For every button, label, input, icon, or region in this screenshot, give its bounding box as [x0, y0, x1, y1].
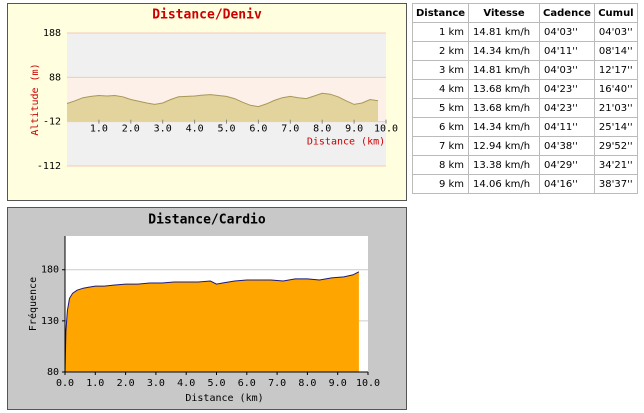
x-tick-label: 4.0	[177, 378, 195, 389]
line	[64, 271, 360, 373]
table-cell: 04'29''	[539, 155, 595, 175]
split-table: Distance Vitesse Cadence Cumul 1 km 14.81 km/…	[411, 3, 638, 194]
table-cell: 04'16''	[539, 174, 595, 194]
y-tick-label: -12	[43, 117, 61, 128]
x-tick-label: 1.0	[90, 124, 108, 135]
table-cell: 2 km	[411, 41, 470, 61]
table-cell: Vitesse	[468, 3, 541, 23]
table-cell: 14.06 km/h	[468, 174, 541, 194]
x-tick-label: 10.0	[356, 378, 380, 389]
y-tick-label: 180	[41, 265, 59, 276]
y-tick-label: 88	[49, 72, 61, 83]
area	[67, 93, 378, 122]
table-cell: 8 km	[411, 155, 470, 175]
table-row: 4 km 13.68 km/h 04'23'' 16'40''	[411, 79, 638, 99]
table-cell: 14.34 km/h	[468, 117, 541, 137]
x-tick-label: 6.0	[238, 378, 256, 389]
table-cell: 38'37''	[593, 174, 638, 194]
x-tick-label: 1.0	[86, 378, 104, 389]
x-tick-label: 2.0	[117, 378, 135, 389]
table-cell: 04'11''	[539, 41, 595, 61]
table-cell: 34'21''	[593, 155, 638, 175]
table-cell: 7 km	[411, 136, 470, 156]
y-tick-label: 80	[47, 367, 59, 378]
x-tick-label: 0.0	[56, 378, 74, 389]
table-row: 1 km 14.81 km/h 04'03'' 04'03''	[411, 22, 638, 42]
x-axis-label: Distance (km)	[307, 137, 385, 148]
table-cell: 04'03''	[539, 22, 595, 42]
x-tick-label: 4.0	[186, 124, 204, 135]
x-tick-label: 10.0	[374, 124, 398, 135]
table-cell: 25'14''	[593, 117, 638, 137]
table-cell: 4 km	[411, 79, 470, 99]
x-tick-label: 8.0	[313, 124, 331, 135]
table-cell: 04'03''	[539, 60, 595, 80]
table-cell: Cadence	[539, 3, 595, 23]
x-tick-label: 7.0	[281, 124, 299, 135]
y-axis-label: Fréquence	[27, 277, 39, 331]
x-tick-label: 9.0	[345, 124, 363, 135]
y-tick-label: -112	[37, 161, 61, 172]
x-tick-label: 9.0	[329, 378, 347, 389]
line	[66, 92, 379, 108]
table-cell: 29'52''	[593, 136, 638, 156]
table-cell: 13.38 km/h	[468, 155, 541, 175]
y-tick-label: 130	[41, 316, 59, 327]
table-cell: 12'17''	[593, 60, 638, 80]
chart-title: Distance/Deniv	[152, 8, 262, 23]
table-cell: 04'23''	[539, 79, 595, 99]
table-cell: 04'03''	[593, 22, 638, 42]
table-cell: 14.81 km/h	[468, 22, 541, 42]
x-tick-label: 8.0	[298, 378, 316, 389]
table-cell: 6 km	[411, 117, 470, 137]
table-cell: 1 km	[411, 22, 470, 42]
area	[65, 271, 359, 372]
table-cell: Distance	[411, 3, 470, 23]
table-cell: 04'11''	[539, 117, 595, 137]
x-tick-label: 5.0	[217, 124, 235, 135]
table-cell: 5 km	[411, 98, 470, 118]
table-row: 6 km 14.34 km/h 04'11'' 25'14''	[411, 117, 638, 137]
table-cell: 21'03''	[593, 98, 638, 118]
table-row: 9 km 14.06 km/h 04'16'' 38'37''	[411, 174, 638, 194]
table-cell: 9 km	[411, 174, 470, 194]
y-tick-label: 188	[43, 28, 61, 39]
x-tick-label: 7.0	[268, 378, 286, 389]
table-cell: 13.68 km/h	[468, 79, 541, 99]
table-cell: 04'38''	[539, 136, 595, 156]
table-cell: 14.81 km/h	[468, 60, 541, 80]
x-tick-label: 5.0	[207, 378, 225, 389]
table-header: Distance Vitesse Cadence Cumul	[411, 3, 638, 23]
table-row: 7 km 12.94 km/h 04'38'' 29'52''	[411, 136, 638, 156]
y-axis-label: Altitude (m)	[30, 63, 41, 135]
x-axis-label: Distance (km)	[185, 393, 263, 404]
table-cell: 3 km	[411, 60, 470, 80]
table-row: 2 km 14.34 km/h 04'11'' 08'14''	[411, 41, 638, 61]
table-cell: 14.34 km/h	[468, 41, 541, 61]
x-tick-label: 6.0	[249, 124, 267, 135]
table-cell: 04'23''	[539, 98, 595, 118]
x-tick-label: 2.0	[122, 124, 140, 135]
x-tick-label: 3.0	[154, 124, 172, 135]
table-cell: 12.94 km/h	[468, 136, 541, 156]
x-tick-label: 3.0	[147, 378, 165, 389]
table-cell: 13.68 km/h	[468, 98, 541, 118]
table-cell: Cumul	[593, 3, 638, 23]
table-cell: 08'14''	[593, 41, 638, 61]
table-row: 8 km 13.38 km/h 04'29'' 34'21''	[411, 155, 638, 175]
table-row: 3 km 14.81 km/h 04'03'' 12'17''	[411, 60, 638, 80]
chart-title: Distance/Cardio	[148, 213, 266, 228]
table-cell: 16'40''	[593, 79, 638, 99]
table-row: 5 km 13.68 km/h 04'23'' 21'03''	[411, 98, 638, 118]
table-body: 1 km 14.81 km/h 04'03'' 04'03'' 2 km 14.34 km…	[411, 22, 638, 194]
